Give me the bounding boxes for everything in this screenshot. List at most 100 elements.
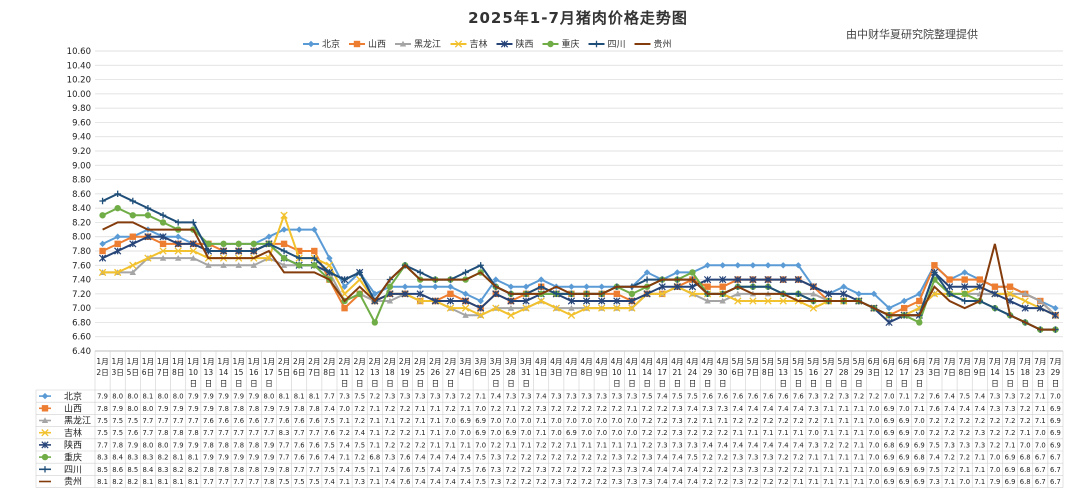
data-point — [840, 283, 847, 290]
data-point — [1021, 297, 1029, 305]
data-point — [295, 226, 303, 233]
table-cell: 7.3 — [974, 441, 985, 449]
table-cell: 7.4 — [672, 454, 683, 462]
table-cell: 7.0 — [445, 429, 456, 437]
table-cell: 7.5 — [97, 429, 108, 437]
table-cell: 6.8 — [1020, 466, 1031, 474]
table-cell: 7.0 — [959, 478, 970, 486]
data-point — [280, 262, 288, 268]
table-cell: 7.1 — [853, 417, 864, 425]
x-category-label: 4月 11 日 — [626, 357, 638, 388]
table-cell: 7.9 — [218, 393, 229, 401]
data-point — [205, 247, 212, 255]
x-category-label: 7月 8日 — [959, 357, 971, 377]
table-cell: 7.8 — [112, 441, 123, 449]
x-category-label: 1月 16 日 — [248, 357, 260, 388]
table-cell: 7.2 — [944, 466, 955, 474]
table-cell: 7.2 — [551, 466, 562, 474]
table-cell: 6.9 — [899, 417, 910, 425]
table-cell: 7.9 — [264, 466, 275, 474]
table-cell: 8.6 — [112, 466, 123, 474]
x-category-label: 2月 19 日 — [399, 357, 411, 388]
data-point — [311, 262, 318, 269]
table-cell: 7.1 — [627, 405, 638, 413]
table-cell: 7.3 — [732, 466, 743, 474]
data-point — [809, 283, 818, 291]
table-cell: 7.8 — [218, 441, 229, 449]
table-cell: 7.8 — [248, 466, 259, 474]
data-point — [461, 297, 470, 305]
data-point — [507, 311, 515, 319]
table-cell: 7.2 — [778, 417, 789, 425]
table-cell: 7.4 — [944, 393, 955, 401]
data-point — [129, 269, 137, 275]
data-point — [794, 275, 802, 284]
x-category-label: 4月 7日 — [565, 357, 577, 377]
table-cell: 7.2 — [354, 417, 365, 425]
table-cell: 6.9 — [475, 429, 486, 437]
table-cell: 7.3 — [657, 441, 668, 449]
table-cell: 7.1 — [430, 405, 441, 413]
data-point — [567, 297, 576, 305]
table-cell: 7.0 — [627, 429, 638, 437]
x-category-label: 1月 3日 — [112, 357, 124, 377]
table-cell: 8.4 — [143, 466, 154, 474]
data-point — [885, 304, 893, 312]
data-point — [613, 304, 621, 312]
table-cell: 7.4 — [642, 466, 653, 474]
table-cell: 6.9 — [884, 405, 895, 413]
table-cell: 7.1 — [415, 405, 426, 413]
table-cell: 7.8 — [218, 466, 229, 474]
table-cell: 7.0 — [611, 417, 622, 425]
table-cell: 6.9 — [899, 478, 910, 486]
table-cell: 7.2 — [1020, 393, 1031, 401]
table-cell: 7.1 — [717, 417, 728, 425]
table-cell: 7.1 — [793, 478, 804, 486]
data-point — [250, 240, 258, 248]
table-cell: 7.3 — [611, 478, 622, 486]
table-cell: 8.1 — [158, 478, 169, 486]
table-cell: 7.2 — [566, 466, 577, 474]
table-cell: 7.6 — [778, 393, 789, 401]
data-point — [522, 283, 530, 290]
table-cell: 7.4 — [415, 454, 426, 462]
x-category-label: 7月 7日 — [943, 357, 955, 377]
data-point — [1052, 304, 1059, 312]
table-cell: 7.2 — [778, 478, 789, 486]
x-category-label: 4月 10 日 — [611, 357, 623, 388]
table-row-label: 重庆 — [64, 451, 82, 463]
table-cell: 8.1 — [143, 478, 154, 486]
x-category-label: 1月 6日 — [142, 357, 154, 377]
table-cell: 7.3 — [581, 393, 592, 401]
table-cell: 7.2 — [823, 441, 834, 449]
table-cell: 7.0 — [869, 478, 880, 486]
data-point — [537, 283, 545, 290]
x-category-label: 1月 5日 — [127, 357, 139, 377]
data-point — [295, 254, 303, 262]
table-cell: 6.7 — [1035, 454, 1046, 462]
data-point — [507, 297, 515, 305]
table-cell: 7.3 — [990, 393, 1001, 401]
data-point — [840, 290, 848, 298]
table-cell: 7.0 — [581, 417, 592, 425]
table-cell: 7.1 — [914, 405, 925, 413]
table-cell: 7.3 — [339, 393, 350, 401]
table-cell: 7.1 — [838, 429, 849, 437]
table-cell: 7.8 — [233, 466, 244, 474]
table-cell: 7.4 — [657, 454, 668, 462]
data-point — [462, 290, 469, 298]
data-point — [764, 297, 772, 305]
data-point — [416, 290, 424, 298]
table-cell: 7.2 — [551, 405, 562, 413]
table-cell: 7.4 — [415, 478, 426, 486]
data-point — [734, 262, 742, 269]
legend-marker — [454, 40, 463, 48]
table-cell: 7.2 — [566, 454, 577, 462]
data-point — [461, 304, 470, 312]
table-cell: 7.0 — [808, 429, 819, 437]
table-cell: 7.3 — [611, 454, 622, 462]
legend-marker — [353, 40, 361, 48]
legend: 北京 山西 黑龙江 吉林 陕西 重庆 四川 贵州 — [303, 38, 672, 50]
table-cell: 7.3 — [702, 405, 713, 413]
table-cell: 7.4 — [717, 441, 728, 449]
